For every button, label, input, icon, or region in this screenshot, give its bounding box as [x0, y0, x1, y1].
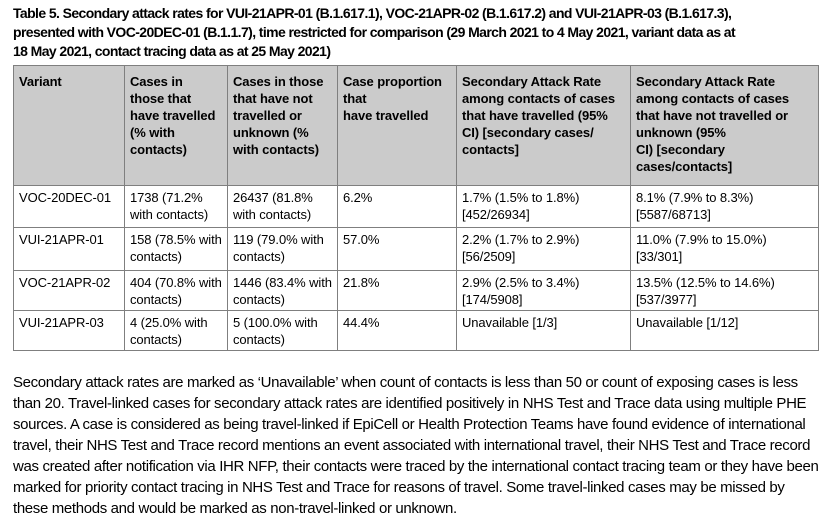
column-header-case-proportion-travelled: Case proportion that have travelled [337, 65, 457, 186]
column-header-sar-travelled: Secondary Attack Rate among contacts of … [456, 65, 631, 186]
cell-cases-not-travelled: 119 (79.0% with contacts) [227, 227, 338, 271]
cell-case-proportion: 6.2% [337, 185, 457, 228]
cell-sar-not-travelled: 13.5% (12.5% to 14.6%) [537/3977] [630, 270, 819, 311]
cell-cases-travelled: 404 (70.8% with contacts) [124, 270, 228, 311]
table-row-voc-20dec-01: VOC-20DEC-01 1738 (71.2% with contacts) … [13, 185, 819, 228]
cell-sar-not-travelled: 8.1% (7.9% to 8.3%) [5587/68713] [630, 185, 819, 228]
cell-cases-not-travelled: 1446 (83.4% with contacts) [227, 270, 338, 311]
cell-sar-travelled: Unavailable [1/3] [456, 310, 631, 351]
cell-variant: VOC-21APR-02 [13, 270, 125, 311]
cell-sar-not-travelled: Unavailable [1/12] [630, 310, 819, 351]
cell-cases-travelled: 4 (25.0% with contacts) [124, 310, 228, 351]
table-row-vui-21apr-01: VUI-21APR-01 158 (78.5% with contacts) 1… [13, 227, 819, 271]
cell-variant: VUI-21APR-03 [13, 310, 125, 351]
cell-sar-travelled: 2.9% (2.5% to 3.4%) [174/5908] [456, 270, 631, 311]
cell-sar-travelled: 1.7% (1.5% to 1.8%) [452/26934] [456, 185, 631, 228]
column-header-cases-travelled: Cases in those that have travelled (% wi… [124, 65, 228, 186]
column-header-cases-not-travelled: Cases in those that have not travelled o… [227, 65, 338, 186]
footnote-paragraph: Secondary attack rates are marked as ‘Un… [13, 374, 819, 517]
header-row: Variant Cases in those that have travell… [13, 65, 819, 186]
secondary-attack-rate-table: Variant Cases in those that have travell… [13, 65, 819, 351]
cell-variant: VOC-20DEC-01 [13, 185, 125, 228]
cell-case-proportion: 57.0% [337, 227, 457, 271]
table-title-line-1: Table 5. Secondary attack rates for VUI-… [13, 5, 732, 21]
cell-variant: VUI-21APR-01 [13, 227, 125, 271]
table-row-voc-21apr-02: VOC-21APR-02 404 (70.8% with contacts) 1… [13, 270, 819, 311]
cell-cases-not-travelled: 5 (100.0% with contacts) [227, 310, 338, 351]
cell-case-proportion: 44.4% [337, 310, 457, 351]
cell-case-proportion: 21.8% [337, 270, 457, 311]
cell-sar-not-travelled: 11.0% (7.9% to 15.0%) [33/301] [630, 227, 819, 271]
cell-sar-travelled: 2.2% (1.7% to 2.9%) [56/2509] [456, 227, 631, 271]
table-title-line-3: 18 May 2021, contact tracing data as at … [13, 43, 331, 59]
table-title: Table 5. Secondary attack rates for VUI-… [13, 4, 820, 61]
cell-cases-not-travelled: 26437 (81.8% with contacts) [227, 185, 338, 228]
column-header-variant: Variant [13, 65, 125, 186]
cell-cases-travelled: 158 (78.5% with contacts) [124, 227, 228, 271]
cell-cases-travelled: 1738 (71.2% with contacts) [124, 185, 228, 228]
table-row-vui-21apr-03: VUI-21APR-03 4 (25.0% with contacts) 5 (… [13, 310, 819, 351]
column-header-sar-not-travelled: Secondary Attack Rate among contacts of … [630, 65, 819, 186]
table-title-line-2: presented with VOC-20DEC-01 (B.1.1.7), t… [13, 24, 736, 40]
